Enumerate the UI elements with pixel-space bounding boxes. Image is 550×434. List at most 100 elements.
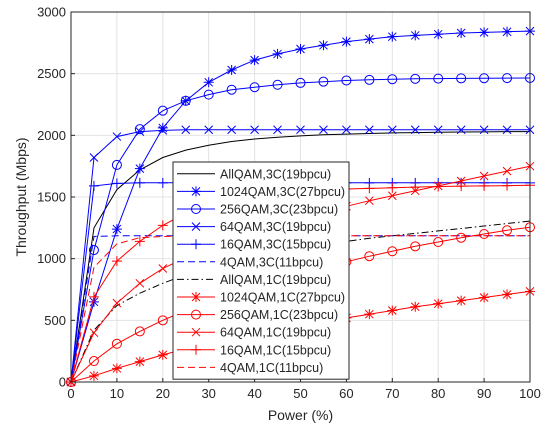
data-point <box>157 177 168 188</box>
x-tick-label: 20 <box>156 386 170 401</box>
data-point <box>204 125 214 135</box>
legend-item: 4QAM,1C(11bpcu) <box>177 361 323 375</box>
data-point <box>456 232 467 243</box>
x-tick-label: 80 <box>431 386 445 401</box>
data-point <box>456 295 467 306</box>
data-point <box>318 40 329 51</box>
legend-item: 1024QAM,1C(27bpcu) <box>177 291 345 305</box>
data-point <box>433 29 444 40</box>
data-point <box>387 182 398 193</box>
data-point <box>410 125 420 135</box>
data-point <box>191 186 201 197</box>
data-point <box>456 27 467 38</box>
data-point <box>387 31 398 42</box>
x-tick-label: 50 <box>293 386 307 401</box>
y-tick-label: 3000 <box>37 5 66 20</box>
x-tick-label: 90 <box>477 386 491 401</box>
data-point <box>341 36 352 47</box>
data-point <box>134 236 145 247</box>
legend-item: 256QAM,1C(23bpcu) <box>177 308 338 322</box>
x-tick-label: 10 <box>110 386 124 401</box>
legend-item: 1024QAM,3C(27bpcu) <box>177 185 345 199</box>
legend-item: 64QAM,3C(19bpcu) <box>177 220 331 234</box>
data-point <box>111 363 122 374</box>
data-point <box>203 77 214 88</box>
data-point <box>134 163 145 174</box>
data-point <box>364 125 374 135</box>
data-point <box>296 125 305 135</box>
series-0 <box>70 131 530 383</box>
data-point <box>88 180 99 191</box>
legend-item: 16QAM,1C(15bpcu) <box>177 343 331 357</box>
legend-item: 16QAM,3C(15bpcu) <box>177 238 331 252</box>
data-point <box>479 27 490 38</box>
data-point <box>111 159 122 170</box>
legend-label: 1024QAM,3C(27bpcu) <box>220 185 345 199</box>
data-point <box>502 125 512 135</box>
data-point <box>387 74 398 85</box>
data-point <box>502 289 513 300</box>
data-point <box>502 26 513 37</box>
y-axis-label: Throughput (Mbps) <box>13 137 29 256</box>
data-point <box>158 126 168 135</box>
data-point <box>272 79 283 90</box>
legend-label: 64QAM,3C(19bpcu) <box>220 220 331 234</box>
x-tick-label: 100 <box>519 386 541 401</box>
data-point <box>88 370 99 381</box>
data-point <box>479 180 490 191</box>
legend-label: AllQAM,1C(19bpcu) <box>220 273 331 287</box>
data-point <box>157 349 168 360</box>
data-point <box>364 251 375 262</box>
data-point <box>226 84 237 95</box>
legend-item: 64QAM,1C(19bpcu) <box>177 326 331 340</box>
data-point <box>433 125 443 135</box>
legend-item: 4QAM,3C(11bpcu) <box>177 255 323 269</box>
data-point <box>433 237 444 248</box>
data-point <box>410 73 421 84</box>
data-point <box>157 105 168 116</box>
x-axis-label: Power (%) <box>268 407 333 423</box>
data-point <box>227 125 237 135</box>
data-point <box>111 338 122 349</box>
y-tick-label: 2000 <box>37 128 66 143</box>
data-point <box>112 298 122 308</box>
legend-item: 256QAM,3C(23bpcu) <box>177 203 338 217</box>
data-point <box>387 246 398 257</box>
data-point <box>134 177 145 188</box>
data-point <box>502 225 513 236</box>
x-tick-label: 60 <box>339 386 353 401</box>
data-point <box>387 125 397 135</box>
data-point <box>191 222 201 231</box>
data-point <box>410 182 421 193</box>
legend-label: 16QAM,3C(15bpcu) <box>220 238 331 252</box>
data-point <box>364 74 375 85</box>
legend-label: 1024QAM,1C(27bpcu) <box>220 291 345 305</box>
data-point <box>502 180 513 191</box>
legend-item: AllQAM,1C(19bpcu) <box>177 273 331 287</box>
data-point <box>387 191 397 201</box>
data-point <box>88 291 99 302</box>
data-point <box>318 76 329 87</box>
data-point <box>479 292 490 303</box>
x-tick-label: 40 <box>247 386 261 401</box>
data-point <box>364 34 375 45</box>
y-tick-label: 500 <box>44 313 66 328</box>
data-point <box>272 48 283 59</box>
legend-label: 16QAM,1C(15bpcu) <box>220 343 331 357</box>
data-point <box>134 356 145 367</box>
data-point <box>134 124 145 135</box>
legend-label: 4QAM,3C(11bpcu) <box>220 255 323 269</box>
data-point <box>134 326 145 337</box>
data-point <box>111 224 122 235</box>
data-point <box>410 301 421 312</box>
data-point <box>295 77 306 88</box>
data-point <box>157 220 168 231</box>
data-point <box>135 127 145 136</box>
y-tick-label: 0 <box>59 375 66 390</box>
data-point <box>502 166 512 176</box>
data-point <box>433 73 444 84</box>
data-point <box>191 292 201 302</box>
data-point <box>180 95 191 106</box>
data-point <box>479 171 489 181</box>
data-point <box>433 298 444 309</box>
